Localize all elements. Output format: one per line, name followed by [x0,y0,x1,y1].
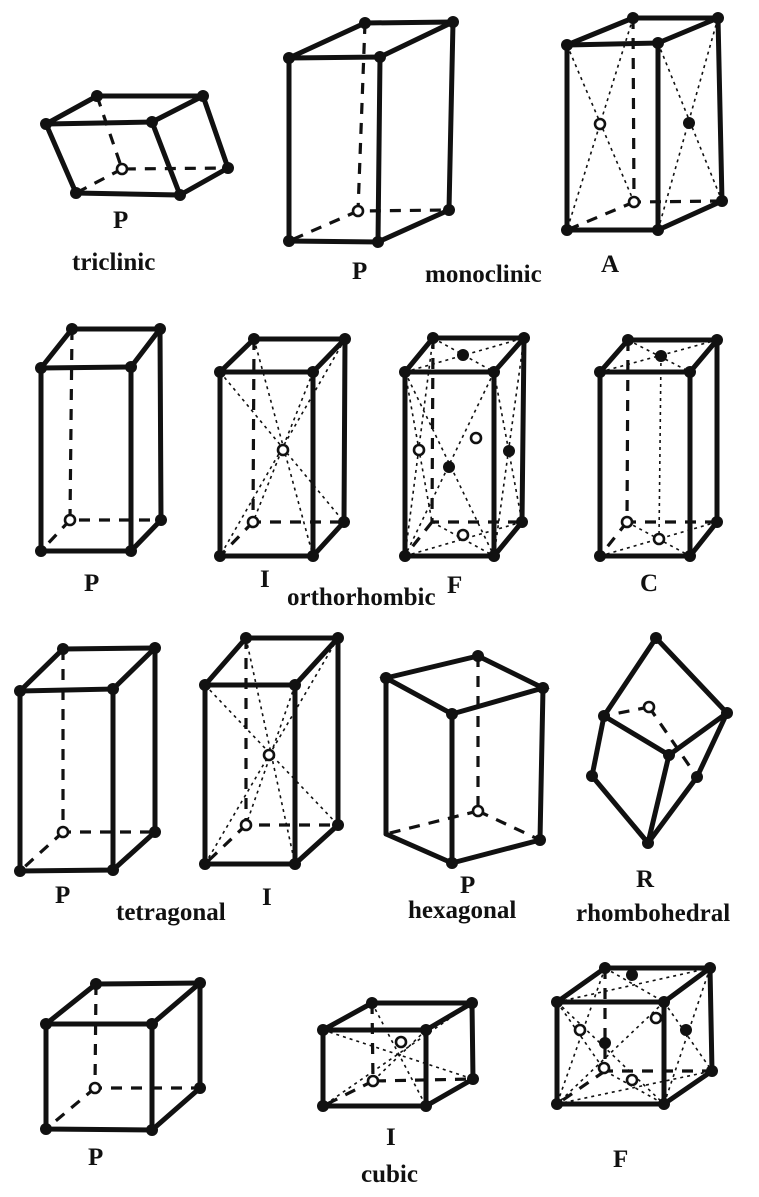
orthorhombic-f-label: F [447,572,462,599]
orthorhombic-p-cell [35,323,167,557]
tetragonal-p-label: P [55,882,70,909]
cubic-i-cell [317,997,479,1112]
triclinic-name: triclinic [72,249,155,276]
tetragonal-i-label: I [262,884,272,911]
tetragonal-p-cell [14,642,161,877]
triclinic-p-label: P [113,207,128,234]
cubic-f-label: F [613,1146,628,1173]
monoclinic-p-cell [283,16,459,248]
rhombohedral-r-label: R [636,866,655,893]
hexagonal-p-label: P [460,872,475,899]
orthorhombic-c-cell [594,334,723,562]
orthorhombic-i-cell [214,333,351,562]
cubic-i-label: I [386,1124,396,1151]
monoclinic-p-label: P [352,258,367,285]
cubic-p-label: P [88,1144,103,1171]
orthorhombic-i-label: I [260,566,270,593]
monoclinic-a-label: A [601,251,619,278]
orthorhombic-c-label: C [640,570,658,597]
hexagonal-p-cell [379,650,550,869]
orthorhombic-p-label: P [84,570,99,597]
monoclinic-a-cell [561,12,728,236]
orthorhombic-name: orthorhombic [287,584,436,611]
triclinic-p-cell [40,90,234,201]
orthorhombic-f-cell [399,332,530,562]
rhombohedral-r-cell [586,632,733,849]
tetragonal-name: tetragonal [116,899,226,926]
cubic-name: cubic [361,1161,418,1188]
hexagonal-name: hexagonal [408,897,516,924]
cubic-f-cell [551,962,718,1110]
monoclinic-name: monoclinic [425,261,542,288]
rhombohedral-name: rhombohedral [576,900,730,927]
cubic-p-cell [40,977,206,1136]
tetragonal-i-cell [199,632,344,870]
